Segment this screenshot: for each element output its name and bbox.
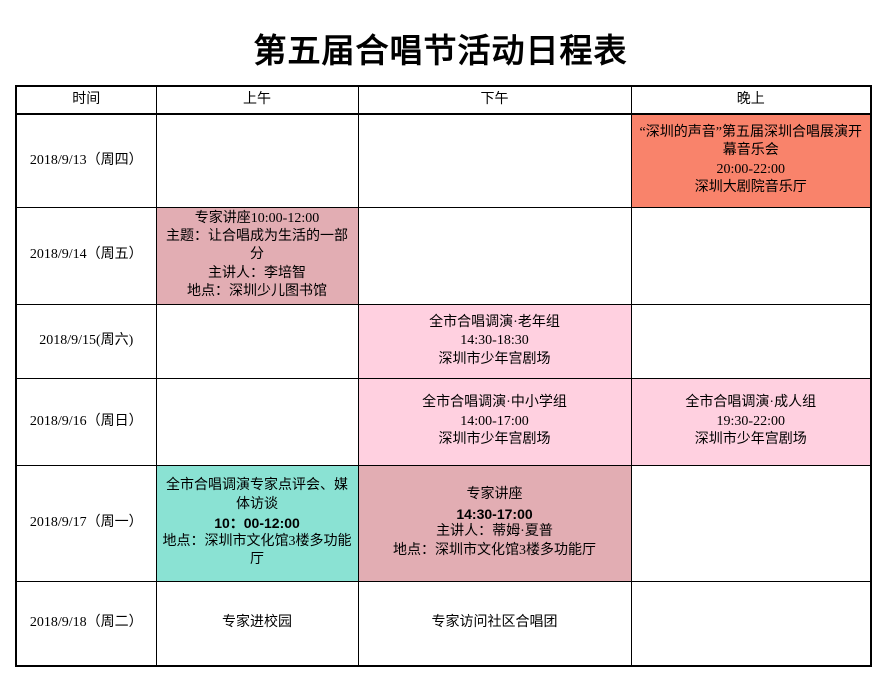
table-row: 2018/9/13（周四） “深圳的声音”第五届深圳合唱展演开幕音乐会 20:00-…	[15, 113, 872, 208]
cell-text-line: 地点：深圳市文化馆3楼多功能厅	[162, 533, 352, 568]
schedule-cell-afternoon: 全市合唱调演·中小学组 14:00-17:00 深圳市少年宫剧场	[357, 377, 632, 466]
date-cell: 2018/9/15(周六)	[15, 303, 157, 379]
cell-text-line: 专家讲座10:00-12:00	[194, 210, 320, 226]
cell-text-line: 10：00-12:00	[214, 515, 300, 532]
cell-text-line: 地点：深圳少儿图书馆	[187, 284, 327, 300]
cell-text-line: 主讲人：蒂姆·夏普	[436, 524, 553, 540]
date-cell: 2018/9/14（周五）	[15, 206, 157, 305]
cell-text-line: 全市合唱调演专家点评会、媒体访谈	[166, 478, 348, 512]
schedule-cell-afternoon	[357, 113, 632, 208]
cell-text-line: 主题：让合唱成为生活的一部分	[166, 228, 348, 263]
schedule-cell-evening: “深圳的声音”第五届深圳合唱展演开幕音乐会 20:00-22:00 深圳大剧院音乐厅	[630, 113, 872, 208]
schedule-cell-afternoon: 专家访问社区合唱团	[357, 580, 632, 667]
schedule-cell-evening	[630, 580, 872, 667]
schedule-cell-morning: 全市合唱调演专家点评会、媒体访谈 10：00-12:00 地点：深圳市文化馆3楼多功…	[155, 464, 359, 582]
schedule-cell-afternoon: 专家讲座 14:30-17:00 主讲人：蒂姆·夏普地点：深圳市文化馆3楼多功能厅	[357, 464, 632, 582]
cell-text-line: 19:30-22:00	[716, 413, 785, 429]
schedule-cell-morning: 专家讲座10:00-12:00 主题：让合唱成为生活的一部分主讲人：李培智地点：深…	[155, 206, 359, 305]
table-row: 2018/9/14（周五） 专家讲座10:00-12:00 主题：让合唱成为生活的一…	[15, 206, 872, 305]
cell-text-line: 地点：深圳市文化馆3楼多功能厅	[393, 542, 596, 558]
cell-text-line: “深圳的声音”第五届深圳合唱展演开幕音乐会	[639, 124, 862, 159]
cell-text-line: 14:30-17:00	[456, 505, 533, 522]
cell-text-line: 专家访问社区合唱团	[431, 615, 558, 631]
table-row: 2018/9/18（周二） 专家进校园 专家访问社区合唱团	[15, 580, 872, 667]
cell-text-line: 深圳市少年宫剧场	[438, 432, 551, 448]
date-cell: 2018/9/17（周一）	[15, 464, 157, 582]
cell-text-line: 14:00-17:00	[460, 413, 529, 429]
schedule-cell-morning	[155, 303, 359, 379]
schedule-cell-morning	[155, 113, 359, 208]
cell-text-line: 专家讲座	[466, 487, 523, 503]
schedule-table: 时间 上午 下午 晚上 2018/9/13（周四） “深圳的声音”第五届深圳合唱展…	[15, 85, 872, 668]
schedule-cell-morning: 专家进校园	[155, 580, 359, 667]
cell-text-line: 深圳市少年宫剧场	[438, 351, 551, 367]
date-cell: 2018/9/16（周日）	[15, 377, 157, 466]
cell-text-line: 全市合唱调演·老年组	[429, 314, 560, 330]
table-row: 2018/9/15(周六) 全市合唱调演·老年组 14:30-18:30 深圳市少年宫…	[15, 303, 872, 379]
header-row: 时间 上午 下午 晚上	[15, 85, 872, 115]
column-header-morning: 上午	[155, 85, 359, 115]
table-row: 2018/9/17（周一） 全市合唱调演专家点评会、媒体访谈 10：00-12:00…	[15, 464, 872, 582]
cell-text-line: 20:00-22:00	[716, 161, 785, 177]
schedule-body: 2018/9/13（周四） “深圳的声音”第五届深圳合唱展演开幕音乐会 20:00-…	[15, 113, 872, 667]
page-title: 第五届合唱节活动日程表	[253, 34, 628, 70]
date-cell: 2018/9/18（周二）	[15, 580, 157, 667]
cell-text-line: 深圳市少年宫剧场	[694, 432, 807, 448]
table-row: 2018/9/16（周日） 全市合唱调演·中小学组 14:00-17:00 深圳市少年…	[15, 377, 872, 466]
cell-text-line: 14:30-18:30	[460, 333, 529, 349]
cell-text-line: 深圳大剧院音乐厅	[694, 180, 807, 196]
schedule-cell-evening	[630, 206, 872, 305]
column-header-time: 时间	[15, 85, 157, 115]
column-header-afternoon: 下午	[357, 85, 632, 115]
schedule-cell-afternoon: 全市合唱调演·老年组 14:30-18:30 深圳市少年宫剧场	[357, 303, 632, 379]
cell-text-line: 全市合唱调演·中小学组	[422, 395, 567, 411]
schedule-cell-evening: 全市合唱调演·成人组 19:30-22:00 深圳市少年宫剧场	[630, 377, 872, 466]
schedule-cell-evening	[630, 303, 872, 379]
cell-text-line: 主讲人：李培智	[208, 265, 306, 281]
column-header-evening: 晚上	[630, 85, 872, 115]
schedule-cell-evening	[630, 464, 872, 582]
schedule-cell-morning	[155, 377, 359, 466]
cell-text-line: 全市合唱调演·成人组	[685, 395, 817, 411]
cell-text-line: 专家进校园	[222, 615, 292, 631]
schedule-cell-afternoon	[357, 206, 632, 305]
date-cell: 2018/9/13（周四）	[15, 113, 157, 208]
